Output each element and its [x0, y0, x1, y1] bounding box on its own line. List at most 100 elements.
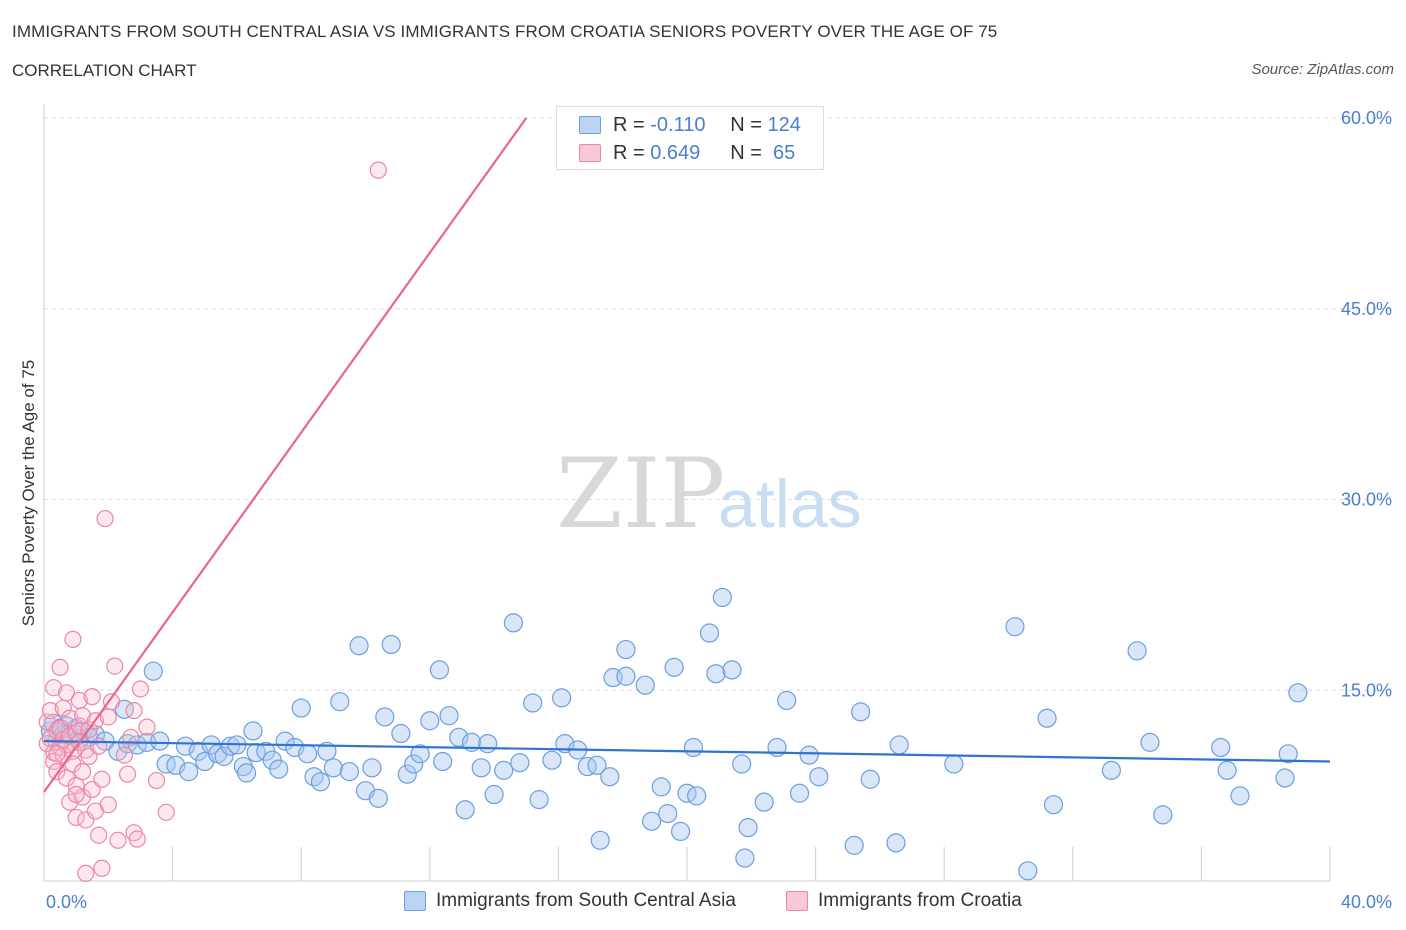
data-point-croatia	[67, 808, 85, 827]
data-point-croatia	[51, 658, 69, 676]
data-point-south-central-asia	[478, 734, 498, 754]
data-point-south-central-asia	[658, 804, 678, 824]
watermark: ZIP atlas	[556, 438, 862, 550]
data-point-south-central-asia	[886, 833, 906, 853]
data-point-croatia	[48, 745, 66, 763]
data-point-south-central-asia	[420, 711, 440, 731]
data-point-south-central-asia	[150, 731, 170, 751]
data-point-croatia	[90, 737, 108, 755]
data-point-croatia	[131, 680, 150, 698]
y-tick-label: 60.0%	[1341, 108, 1392, 128]
data-point-south-central-asia	[156, 754, 176, 774]
data-point-south-central-asia	[397, 764, 417, 784]
data-point-south-central-asia	[1288, 683, 1308, 703]
y-axis-label: Seniors Poverty Over the Age of 75	[19, 360, 38, 626]
data-point-croatia	[118, 765, 137, 783]
data-point-croatia	[96, 509, 114, 528]
legend-label: Immigrants from Croatia	[818, 890, 1022, 911]
data-point-south-central-asia	[220, 736, 241, 756]
data-point-croatia	[157, 803, 175, 821]
trend-lines	[43, 117, 1331, 793]
data-point-south-central-asia	[449, 727, 469, 747]
data-point-south-central-asia	[587, 755, 607, 775]
trend-line-south-central-asia	[43, 740, 1331, 763]
data-point-south-central-asia	[1127, 641, 1147, 661]
legend-swatch-pink	[579, 144, 601, 162]
data-point-south-central-asia	[410, 744, 430, 764]
data-point-south-central-asia	[754, 792, 774, 812]
data-point-south-central-asia	[616, 639, 636, 660]
data-point-croatia	[106, 657, 124, 675]
data-point-south-central-asia	[269, 759, 289, 779]
data-point-south-central-asia	[404, 754, 424, 774]
data-point-croatia	[41, 701, 60, 720]
data-point-south-central-asia	[735, 848, 755, 868]
data-point-south-central-asia	[143, 661, 163, 681]
data-point-croatia	[93, 859, 111, 877]
legend-r-value: -0.110	[650, 113, 706, 136]
watermark-atlas: atlas	[718, 466, 862, 542]
data-point-croatia	[67, 785, 85, 804]
data-point-south-central-asia	[339, 762, 360, 782]
data-point-croatia	[64, 630, 82, 648]
data-point-south-central-asia	[510, 753, 530, 773]
data-point-croatia	[90, 826, 108, 844]
data-point-croatia	[369, 161, 387, 179]
data-point-south-central-asia	[706, 664, 726, 684]
legend-r-label: R =	[613, 141, 651, 164]
legend-item-south-central-asia: Immigrants from South Central Asia	[404, 890, 736, 912]
data-point-south-central-asia	[712, 587, 732, 608]
series-south-central-asia	[40, 587, 1308, 881]
data-point-south-central-asia	[375, 707, 395, 727]
data-point-south-central-asia	[664, 657, 684, 677]
data-point-south-central-asia	[635, 675, 655, 695]
data-point-south-central-asia	[175, 736, 196, 756]
data-point-croatia	[122, 728, 140, 746]
data-point-south-central-asia	[503, 613, 523, 633]
data-point-croatia	[99, 796, 117, 814]
data-point-south-central-asia	[471, 758, 491, 778]
legend-r-value: 0.649	[650, 141, 701, 164]
data-point-south-central-asia	[851, 702, 871, 722]
data-point-south-central-asia	[732, 754, 752, 774]
data-point-south-central-asia	[1278, 744, 1298, 764]
data-point-south-central-asia	[542, 750, 562, 770]
trend-line-croatia	[43, 117, 528, 793]
data-point-south-central-asia	[362, 758, 382, 778]
data-point-croatia	[115, 746, 133, 764]
data-point-south-central-asia	[529, 790, 549, 810]
data-point-south-central-asia	[439, 706, 459, 726]
data-point-south-central-asia	[809, 767, 829, 787]
data-point-croatia	[147, 771, 166, 790]
y-tick-label: 45.0%	[1341, 299, 1392, 319]
data-point-croatia	[125, 701, 143, 720]
data-point-south-central-asia	[860, 769, 880, 789]
legend-row-pink: R = 0.649 N = 65	[579, 141, 795, 165]
data-point-south-central-asia	[789, 783, 810, 803]
data-point-south-central-asia	[304, 767, 324, 787]
data-point-south-central-asia	[651, 777, 671, 797]
x-tick-labels: 0.0% 40.0%	[46, 892, 1392, 912]
data-point-south-central-asia	[777, 690, 797, 711]
stats-legend: R = -0.110 N = 124 R = 0.649 N = 65	[556, 106, 824, 170]
legend-swatch-pink	[786, 891, 808, 911]
data-point-south-central-asia	[844, 835, 864, 855]
legend-r-label: R =	[613, 113, 651, 136]
data-point-south-central-asia	[323, 758, 343, 778]
data-point-south-central-asia	[683, 737, 704, 758]
data-point-croatia	[128, 830, 146, 848]
data-point-south-central-asia	[889, 735, 909, 755]
y-tick-label: 15.0%	[1341, 680, 1392, 700]
data-point-south-central-asia	[1140, 732, 1160, 752]
data-point-south-central-asia	[1018, 861, 1038, 881]
legend-swatch-blue	[579, 116, 601, 134]
legend-item-croatia: Immigrants from Croatia	[786, 890, 1022, 912]
data-point-south-central-asia	[433, 751, 453, 772]
data-point-south-central-asia	[1153, 805, 1173, 825]
data-point-south-central-asia	[590, 830, 610, 850]
data-point-south-central-asia	[368, 788, 388, 808]
data-point-croatia	[109, 831, 127, 849]
legend-n-label: N =	[730, 141, 768, 164]
legend-swatch-blue	[404, 891, 426, 911]
y-tick-label: 30.0%	[1341, 490, 1392, 510]
